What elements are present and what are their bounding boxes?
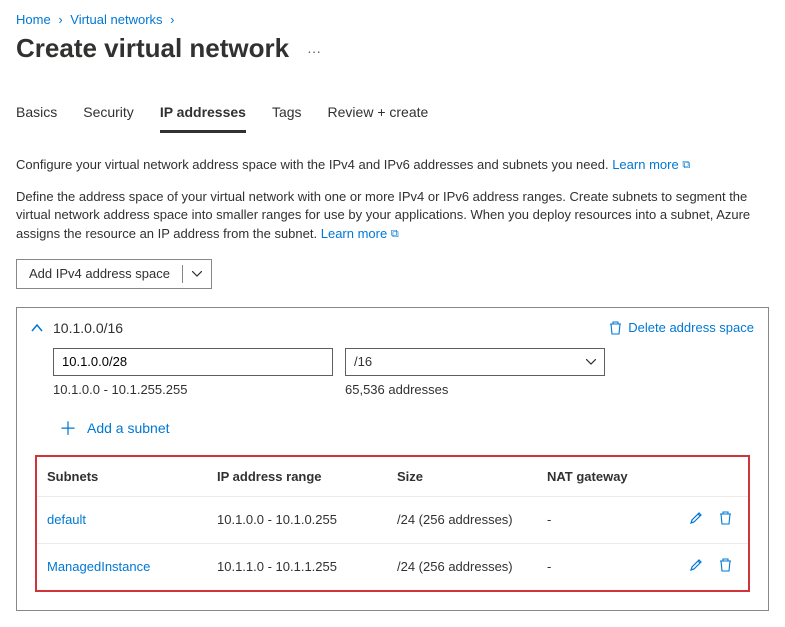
trash-icon (609, 321, 622, 335)
subnet-name-link[interactable]: default (47, 512, 86, 527)
breadcrumb-vnets[interactable]: Virtual networks (70, 12, 162, 27)
trash-icon[interactable] (713, 512, 738, 529)
breadcrumb-home[interactable]: Home (16, 12, 51, 27)
subnets-highlight: Subnets IP address range Size NAT gatewa… (35, 455, 750, 592)
prefix-select[interactable]: /16 (345, 348, 605, 376)
col-range: IP address range (207, 457, 387, 497)
page-title: Create virtual network (16, 33, 289, 64)
range-hint: 10.1.0.0 - 10.1.255.255 (53, 382, 333, 397)
add-address-space-label[interactable]: Add IPv4 address space (17, 260, 182, 288)
tab-security[interactable]: Security (83, 98, 134, 133)
subnet-range: 10.1.0.0 - 10.1.0.255 (207, 496, 387, 543)
collapse-icon[interactable] (31, 324, 43, 332)
tab-basics[interactable]: Basics (16, 98, 57, 133)
subnet-size: /24 (256 addresses) (387, 543, 537, 590)
address-space-panel: 10.1.0.0/16 Delete address space /16 10.… (16, 307, 769, 611)
tab-review[interactable]: Review + create (328, 98, 429, 133)
chevron-right-icon: › (54, 12, 66, 27)
delete-address-space-button[interactable]: Delete address space (609, 320, 754, 335)
table-row: default 10.1.0.0 - 10.1.0.255 /24 (256 a… (37, 496, 748, 543)
learn-more-link-2[interactable]: Learn more ⧉ (321, 226, 399, 241)
address-space-cidr: 10.1.0.0/16 (53, 320, 609, 336)
more-actions-icon[interactable]: ··· (307, 43, 321, 59)
external-link-icon: ⧉ (682, 159, 690, 171)
add-address-space-button[interactable]: Add IPv4 address space (16, 259, 212, 289)
address-input[interactable] (53, 348, 333, 376)
add-subnet-button[interactable]: ＋ Add a subnet (59, 415, 754, 441)
prefix-value: /16 (354, 354, 372, 369)
subnet-nat: - (537, 496, 673, 543)
count-hint: 65,536 addresses (345, 382, 448, 397)
plus-icon: ＋ (59, 415, 77, 441)
tab-tags[interactable]: Tags (272, 98, 302, 133)
subnet-nat: - (537, 543, 673, 590)
external-link-icon: ⧉ (391, 228, 399, 240)
breadcrumb: Home › Virtual networks › (16, 12, 769, 27)
subnets-table: Subnets IP address range Size NAT gatewa… (37, 457, 748, 590)
tab-ip-addresses[interactable]: IP addresses (160, 98, 246, 133)
tab-bar: Basics Security IP addresses Tags Review… (16, 98, 769, 134)
subnet-range: 10.1.1.0 - 10.1.1.255 (207, 543, 387, 590)
edit-icon[interactable] (683, 512, 713, 529)
col-nat: NAT gateway (537, 457, 673, 497)
edit-icon[interactable] (683, 559, 713, 576)
intro-text-2: Define the address space of your virtual… (16, 188, 769, 243)
col-subnets: Subnets (37, 457, 207, 497)
chevron-right-icon: › (166, 12, 178, 27)
col-size: Size (387, 457, 537, 497)
subnet-size: /24 (256 addresses) (387, 496, 537, 543)
trash-icon[interactable] (713, 559, 738, 576)
subnet-name-link[interactable]: ManagedInstance (47, 559, 150, 574)
chevron-down-icon[interactable] (183, 260, 211, 288)
table-row: ManagedInstance 10.1.1.0 - 10.1.1.255 /2… (37, 543, 748, 590)
chevron-down-icon (586, 359, 596, 365)
learn-more-link-1[interactable]: Learn more ⧉ (612, 157, 690, 172)
intro-text-1: Configure your virtual network address s… (16, 156, 769, 174)
